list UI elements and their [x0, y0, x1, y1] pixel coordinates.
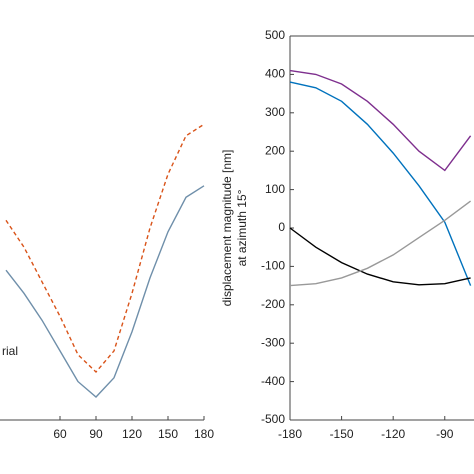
x-tick-label: -180 [278, 427, 302, 441]
y-axis-label-line: displacement magnitude [nm] [220, 150, 234, 307]
y-tick-label: 100 [265, 182, 285, 196]
y-tick-label: -100 [261, 259, 285, 273]
y-tick-label: -200 [261, 297, 285, 311]
series-line [289, 200, 472, 287]
x-tick-label: -150 [330, 427, 354, 441]
x-tick-label: 180 [194, 427, 214, 441]
y-tick-label: 200 [265, 143, 285, 157]
y-tick-label: 400 [265, 67, 285, 81]
series-line [5, 123, 205, 374]
series-line [289, 69, 472, 172]
x-tick-label: 90 [89, 427, 103, 441]
y-tick-label: 500 [265, 28, 285, 42]
y-axis-label: displacement magnitude [nm]at azimuth 15… [220, 150, 249, 307]
y-tick-label: -500 [261, 412, 285, 426]
x-tick-label: -120 [381, 427, 405, 441]
series-line [289, 81, 472, 286]
y-axis-label-line: at azimuth 15° [235, 189, 249, 266]
x-tick-label: -90 [436, 427, 454, 441]
x-tick-label: 60 [53, 427, 67, 441]
x-tick-label: 150 [158, 427, 178, 441]
x-tick-label: 120 [122, 427, 142, 441]
y-tick-label: 300 [265, 105, 285, 119]
y-tick-label: -400 [261, 374, 285, 388]
y-tick-label: 0 [278, 220, 285, 234]
series-line [5, 185, 205, 398]
series-line [289, 227, 471, 286]
legend-label: rial [2, 344, 18, 358]
y-tick-label: -300 [261, 335, 285, 349]
